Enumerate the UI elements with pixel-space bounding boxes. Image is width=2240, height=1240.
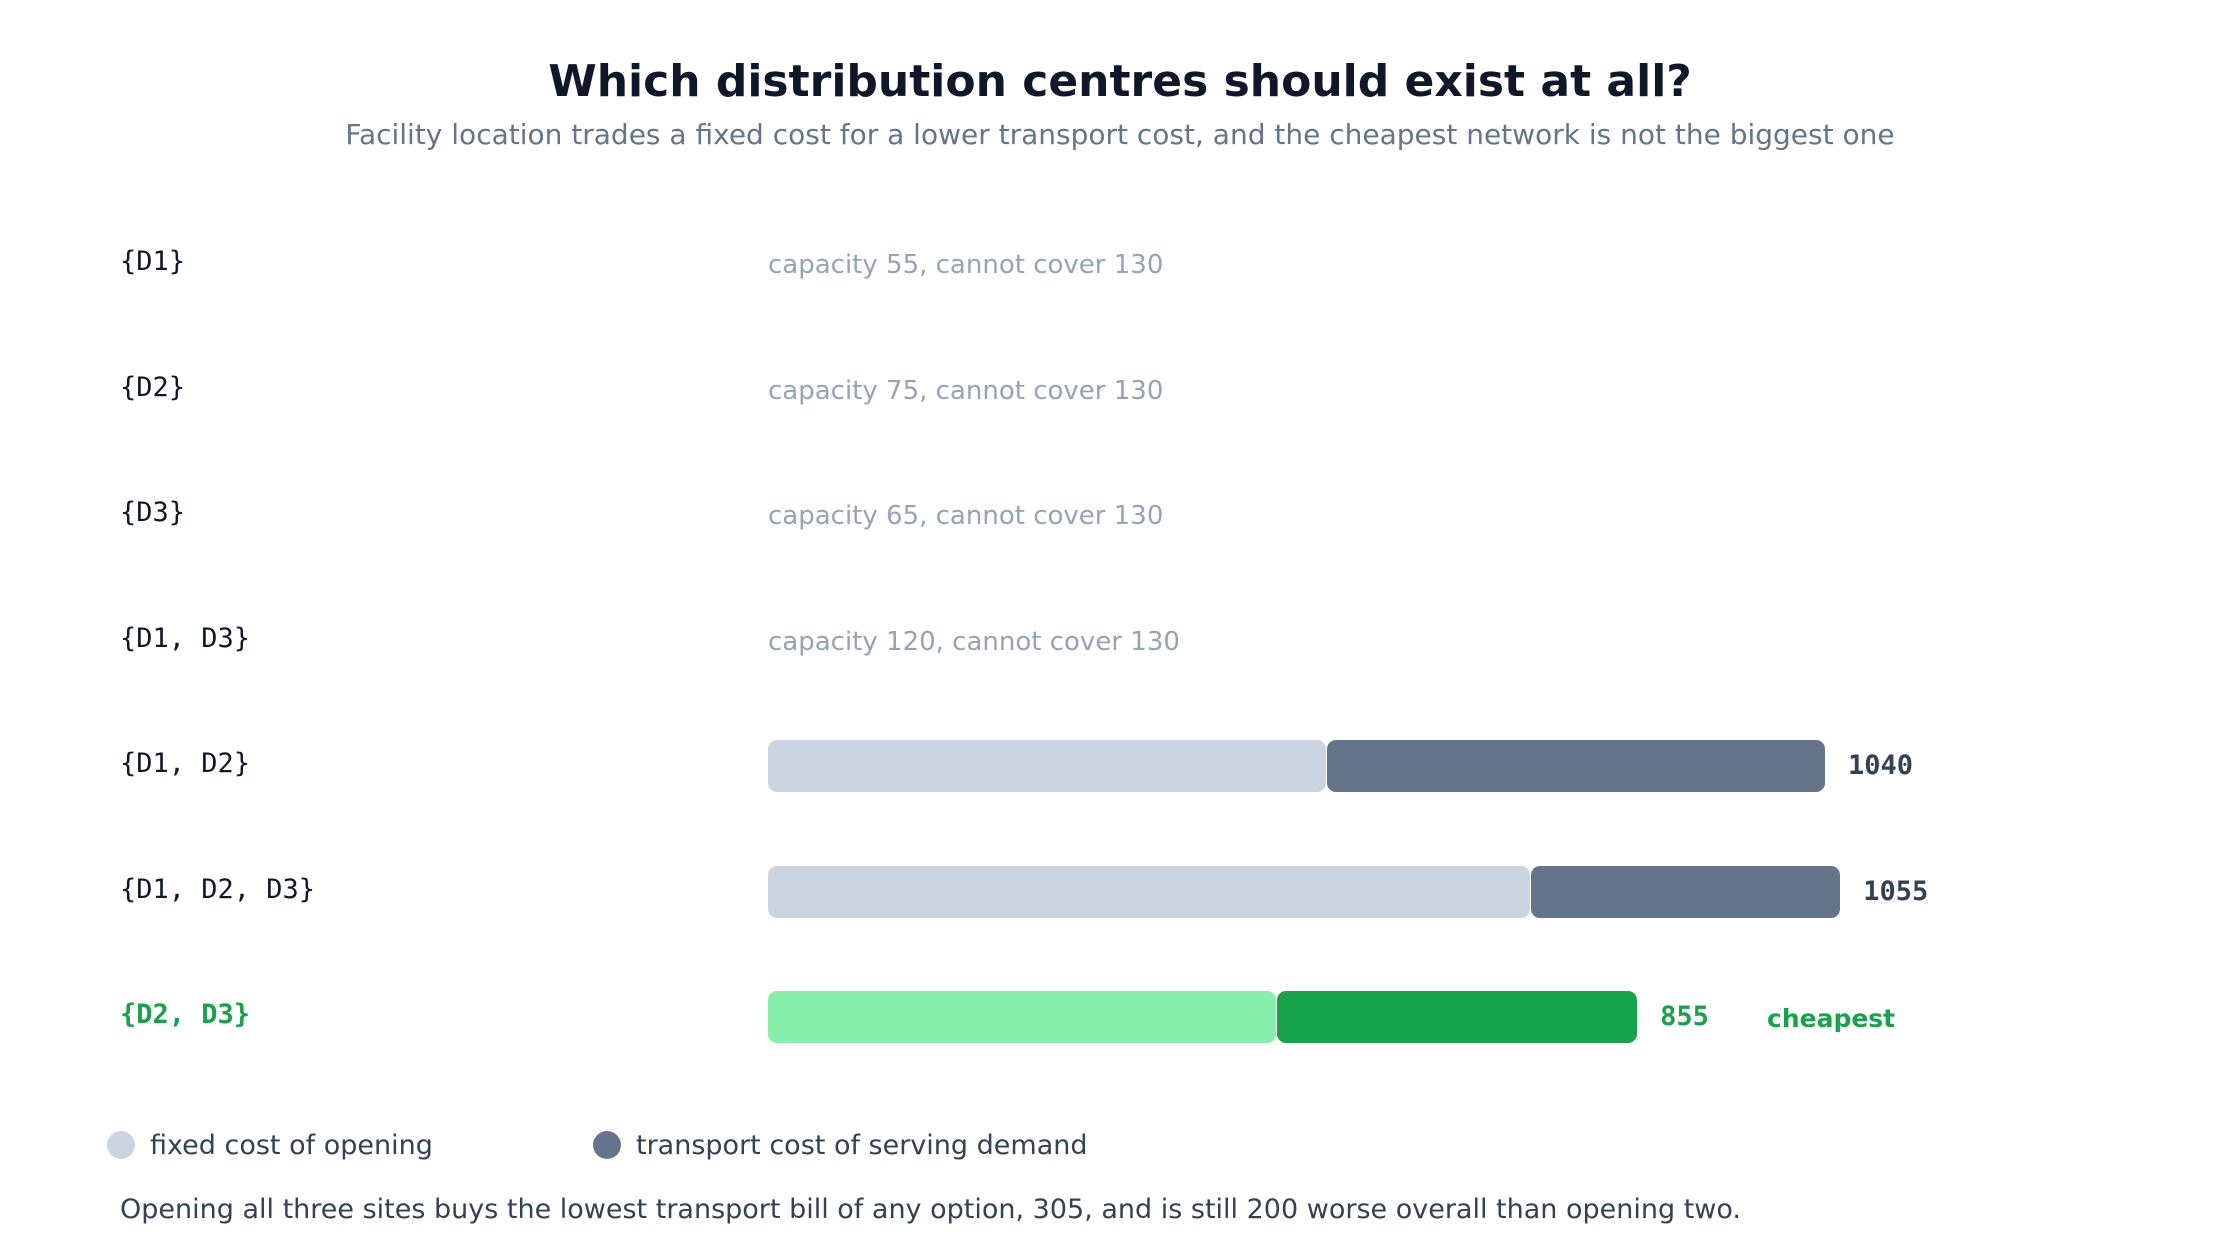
row-label: {D2, D3}: [120, 999, 251, 1030]
bar-total-label: 1055: [1863, 875, 1929, 907]
bar-total-label: 1040: [1848, 750, 1914, 781]
chart-subtitle: Facility location trades a fixed cost fo…: [345, 118, 1895, 151]
infeasible-note: capacity 55, cannot cover 130: [768, 250, 1164, 280]
bar-fixed-cost: [768, 991, 1276, 1043]
footnote: Opening all three sites buys the lowest …: [120, 1194, 1742, 1225]
infeasible-note: capacity 120, cannot cover 130: [768, 626, 1180, 657]
row-label: {D1, D2, D3}: [120, 873, 316, 905]
legend-label-transport: transport cost of serving demand: [636, 1130, 1088, 1161]
bar-transport-cost: [1530, 865, 1841, 918]
bar-total-label: 855: [1660, 1001, 1709, 1032]
row-label: {D3}: [120, 497, 186, 528]
legend-swatch-fixed: [107, 1131, 135, 1159]
infeasible-note: capacity 65, cannot cover 130: [768, 501, 1164, 531]
row-label: {D1}: [120, 246, 186, 277]
row-label: {D1, D3}: [120, 622, 251, 654]
bar-transport-cost: [1327, 740, 1825, 792]
row-label: {D2}: [120, 371, 186, 403]
bar-fixed-cost: [768, 865, 1530, 918]
row-label: {D1, D2}: [120, 748, 251, 779]
infeasible-note: capacity 75, cannot cover 130: [768, 375, 1164, 406]
cheapest-badge: cheapest: [1767, 1004, 1896, 1033]
bar-transport-cost: [1276, 991, 1638, 1043]
bar-fixed-cost: [768, 740, 1327, 792]
legend-swatch-transport: [593, 1131, 621, 1159]
legend-label-fixed: fixed cost of opening: [150, 1130, 433, 1161]
chart-title: Which distribution centres should exist …: [548, 56, 1692, 107]
